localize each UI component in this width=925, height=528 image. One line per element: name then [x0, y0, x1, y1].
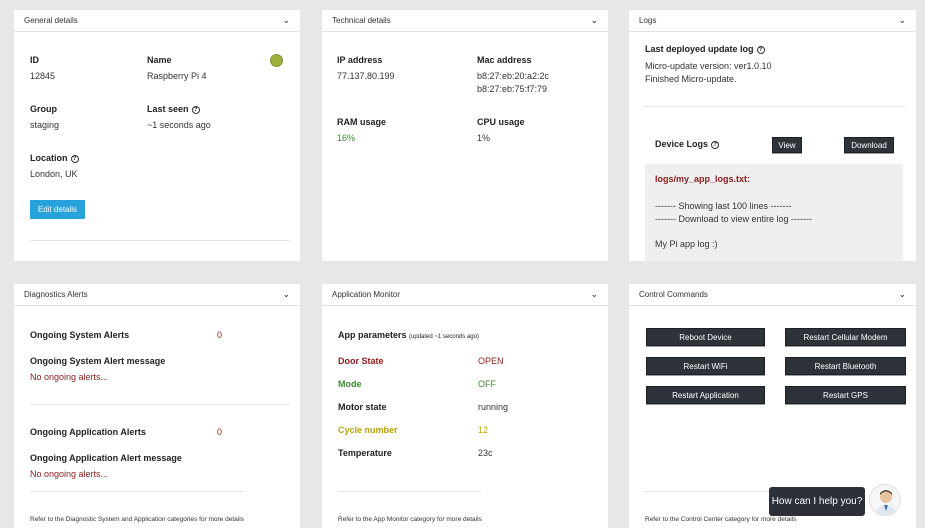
log-line: ------- Showing last 100 lines -------	[655, 201, 792, 211]
log-viewer[interactable]: logs/my_app_logs.txt: ------- Showing la…	[645, 164, 903, 261]
help-icon[interactable]: ?	[756, 46, 765, 54]
logs-title: Logs	[639, 16, 657, 25]
temperature-value: 23c	[478, 448, 493, 458]
log-file-name: logs/my_app_logs.txt:	[655, 174, 751, 184]
cycle-number-label: Cycle number	[338, 425, 398, 435]
system-msg-label: Ongoing System Alert message	[30, 356, 166, 366]
update-line-1: Micro-update version: ver1.0.10	[645, 61, 772, 71]
name-value: Raspberry Pi 4	[147, 71, 207, 81]
cpu-label: CPU usage	[477, 117, 525, 127]
group-value: staging	[30, 120, 60, 130]
ip-value: 77.137.80.199	[337, 71, 395, 81]
divider	[30, 491, 244, 492]
technical-details-title: Technical details	[332, 16, 391, 25]
id-label: ID	[30, 55, 39, 65]
restart-wifi-button[interactable]: Restart WiFi	[646, 357, 765, 375]
app-alerts-label: Ongoing Application Alerts	[30, 427, 146, 437]
mode-label: Mode	[338, 379, 362, 389]
system-alerts-count: 0	[217, 330, 223, 340]
location-label: Location?	[30, 153, 79, 163]
general-details-card: General details ⌄ ID 12845 Name Raspberr…	[14, 10, 300, 261]
motor-state-value: running	[478, 402, 509, 412]
restart-gps-button[interactable]: Restart GPS	[785, 386, 906, 404]
system-msg-value: No ongoing alerts...	[30, 372, 109, 382]
divider	[645, 106, 905, 107]
mac-value-1: b8:27:eb:20:a2:2c	[477, 71, 550, 81]
system-alerts-label: Ongoing System Alerts	[30, 330, 130, 340]
general-details-title: General details	[24, 16, 78, 25]
chat-prompt-bubble[interactable]: How can I help you?	[769, 487, 865, 516]
chevron-down-icon[interactable]: ⌄	[590, 289, 598, 299]
divider	[30, 240, 290, 241]
control-title: Control Commands	[639, 290, 708, 299]
last-seen-label: Last seen?	[147, 104, 200, 114]
name-label: Name	[147, 55, 172, 65]
edit-details-button[interactable]: Edit details	[30, 200, 85, 219]
last-seen-value: ~1 seconds ago	[147, 120, 211, 130]
ram-label: RAM usage	[337, 117, 387, 127]
log-line: My Pi app log :)	[655, 239, 718, 249]
mode-value: OFF	[478, 379, 496, 389]
download-logs-button[interactable]: Download	[844, 137, 894, 153]
divider	[338, 491, 481, 492]
support-agent-icon	[870, 485, 900, 515]
id-value: 12845	[30, 71, 56, 81]
door-state-value: OPEN	[478, 356, 504, 366]
ram-value: 16%	[337, 133, 356, 143]
view-logs-button[interactable]: View	[772, 137, 802, 153]
update-line-2: Finished Micro-update.	[645, 74, 737, 84]
app-alerts-count: 0	[217, 427, 223, 437]
location-value: London, UK	[30, 169, 78, 179]
diagnostics-title: Diagnostics Alerts	[24, 290, 88, 299]
chevron-down-icon[interactable]: ⌄	[590, 15, 598, 25]
mac-label: Mac address	[477, 55, 532, 65]
restart-bluetooth-button[interactable]: Restart Bluetooth	[785, 357, 906, 375]
app-monitor-title: Application Monitor	[332, 290, 401, 299]
technical-details-header[interactable]: Technical details ⌄	[322, 10, 608, 32]
help-icon[interactable]: ?	[191, 106, 200, 114]
app-monitor-footer: Refer to the App Monitor category for mo…	[338, 516, 482, 523]
chevron-down-icon[interactable]: ⌄	[282, 289, 290, 299]
reboot-device-button[interactable]: Reboot Device	[646, 328, 765, 346]
diagnostics-alerts-card: Diagnostics Alerts ⌄ Ongoing System Aler…	[14, 284, 300, 528]
app-msg-label: Ongoing Application Alert message	[30, 453, 182, 463]
door-state-label: Door State	[338, 356, 384, 366]
diagnostics-footer: Refer to the Diagnostic System and Appli…	[30, 516, 244, 523]
log-line: ------- Download to view entire log ----…	[655, 214, 813, 224]
control-footer: Refer to the Control Center category for…	[645, 516, 797, 523]
group-label: Group	[30, 104, 57, 114]
general-details-header[interactable]: General details ⌄	[14, 10, 300, 32]
cpu-value: 1%	[477, 133, 491, 143]
device-logs-label: Device Logs?	[655, 139, 720, 149]
application-monitor-card: Application Monitor ⌄ App parameters (up…	[322, 284, 608, 528]
divider	[30, 404, 290, 405]
help-icon[interactable]: ?	[70, 155, 79, 163]
temperature-label: Temperature	[338, 448, 392, 458]
help-icon[interactable]: ?	[711, 141, 720, 149]
app-params-label: App parameters (updated ~1 seconds ago)	[338, 330, 479, 340]
chevron-down-icon[interactable]: ⌄	[282, 15, 290, 25]
divider	[645, 491, 785, 492]
ip-label: IP address	[337, 55, 383, 65]
motor-state-label: Motor state	[338, 402, 387, 412]
restart-application-button[interactable]: Restart Application	[646, 386, 765, 404]
restart-cellular-modem-button[interactable]: Restart Cellular Modem	[785, 328, 906, 346]
params-updated: (updated ~1 seconds ago)	[409, 334, 479, 340]
chevron-down-icon[interactable]: ⌄	[898, 289, 906, 299]
cycle-number-value: 12	[478, 425, 489, 435]
last-update-label: Last deployed update log?	[645, 44, 765, 54]
logs-header[interactable]: Logs ⌄	[629, 10, 916, 32]
mac-value-2: b8:27:eb:75:f7:79	[477, 84, 548, 94]
chat-avatar[interactable]	[869, 484, 901, 516]
control-header[interactable]: Control Commands ⌄	[629, 284, 916, 306]
app-monitor-header[interactable]: Application Monitor ⌄	[322, 284, 608, 306]
control-commands-card: Control Commands ⌄ Reboot Device Restart…	[629, 284, 916, 528]
app-msg-value: No ongoing alerts...	[30, 469, 109, 479]
status-indicator-icon	[270, 54, 283, 67]
diagnostics-header[interactable]: Diagnostics Alerts ⌄	[14, 284, 300, 306]
chevron-down-icon[interactable]: ⌄	[898, 15, 906, 25]
logs-card: Logs ⌄ Last deployed update log? Micro-u…	[629, 10, 916, 261]
technical-details-card: Technical details ⌄ IP address 77.137.80…	[322, 10, 608, 261]
